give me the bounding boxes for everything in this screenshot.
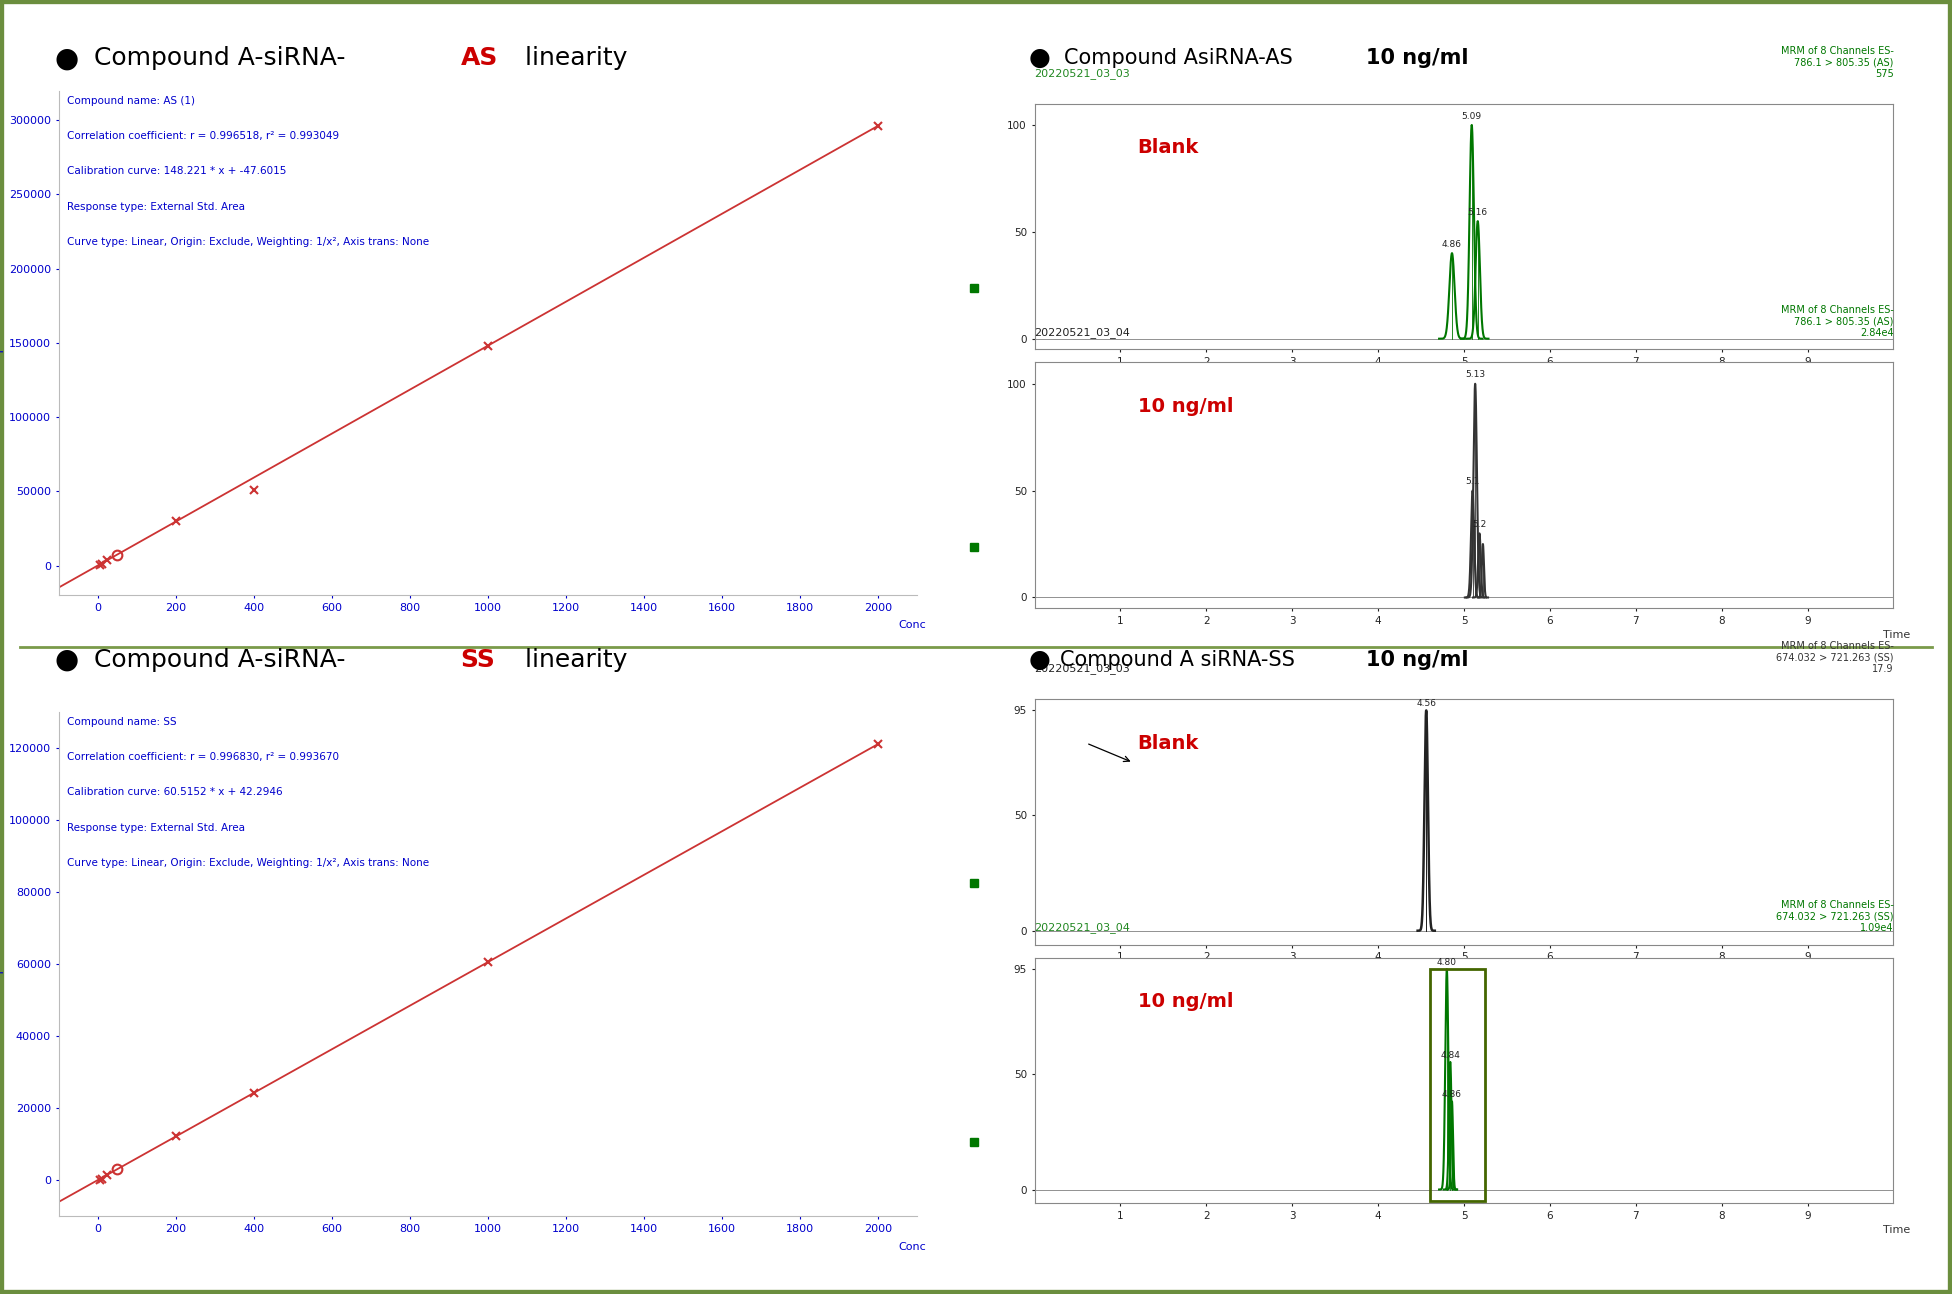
Text: 4.56: 4.56 <box>1417 699 1437 708</box>
Text: Correlation coefficient: r = 0.996518, r² = 0.993049: Correlation coefficient: r = 0.996518, r… <box>66 131 340 141</box>
Text: 4.86: 4.86 <box>1443 239 1462 248</box>
Text: Compound A-siRNA-: Compound A-siRNA- <box>94 47 346 70</box>
Text: 20220521_03_03: 20220521_03_03 <box>1035 69 1130 79</box>
Text: 4.84: 4.84 <box>1441 1051 1460 1060</box>
Text: ●: ● <box>55 44 78 72</box>
Text: Blank: Blank <box>1138 734 1199 753</box>
Text: 20220521_03_04: 20220521_03_04 <box>1035 923 1130 933</box>
Text: 10 ng/ml: 10 ng/ml <box>1138 992 1234 1012</box>
Text: ●: ● <box>55 646 78 674</box>
Text: Correlation coefficient: r = 0.996830, r² = 0.993670: Correlation coefficient: r = 0.996830, r… <box>66 752 340 762</box>
Text: AS: AS <box>461 47 498 70</box>
Text: SS: SS <box>461 648 496 672</box>
Y-axis label: Response: Response <box>0 934 4 994</box>
Text: Compound AsiRNA-AS: Compound AsiRNA-AS <box>1064 48 1300 69</box>
Text: Calibration curve: 60.5152 * x + 42.2946: Calibration curve: 60.5152 * x + 42.2946 <box>66 787 283 797</box>
Text: MRM of 8 Channels ES-
786.1 > 805.35 (AS)
575: MRM of 8 Channels ES- 786.1 > 805.35 (AS… <box>1780 45 1893 79</box>
Y-axis label: Response: Response <box>0 313 4 373</box>
Text: Time: Time <box>1884 1225 1911 1234</box>
Text: MRM of 8 Channels ES-
786.1 > 805.35 (AS)
2.84e4: MRM of 8 Channels ES- 786.1 > 805.35 (AS… <box>1780 304 1893 338</box>
Text: 10 ng/ml: 10 ng/ml <box>1366 650 1470 670</box>
Text: 4.86: 4.86 <box>1443 1090 1462 1099</box>
Text: linearity: linearity <box>517 47 629 70</box>
Text: 5.1: 5.1 <box>1466 477 1480 487</box>
Text: Response type: External Std. Area: Response type: External Std. Area <box>66 823 246 833</box>
Text: 20220521_03_04: 20220521_03_04 <box>1035 327 1130 338</box>
Text: Curve type: Linear, Origin: Exclude, Weighting: 1/x², Axis trans: None: Curve type: Linear, Origin: Exclude, Wei… <box>66 237 429 247</box>
Text: 10 ng/ml: 10 ng/ml <box>1138 397 1234 417</box>
Text: ●: ● <box>1029 47 1050 70</box>
Text: Conc: Conc <box>898 620 925 630</box>
Text: Time: Time <box>1884 630 1911 639</box>
Text: ●: ● <box>1029 648 1050 672</box>
Text: 5.2: 5.2 <box>1472 520 1487 529</box>
Text: MRM of 8 Channels ES-
674.032 > 721.263 (SS)
1.09e4: MRM of 8 Channels ES- 674.032 > 721.263 … <box>1776 899 1893 933</box>
Text: 10 ng/ml: 10 ng/ml <box>1366 48 1470 69</box>
Text: Curve type: Linear, Origin: Exclude, Weighting: 1/x², Axis trans: None: Curve type: Linear, Origin: Exclude, Wei… <box>66 858 429 868</box>
Text: Compound name: SS: Compound name: SS <box>66 717 178 727</box>
Text: Response type: External Std. Area: Response type: External Std. Area <box>66 202 246 212</box>
Text: Compound A-siRNA-: Compound A-siRNA- <box>94 648 346 672</box>
Text: 5.09: 5.09 <box>1462 111 1482 120</box>
Text: 4.80: 4.80 <box>1437 958 1456 967</box>
Text: Compound A siRNA-SS: Compound A siRNA-SS <box>1060 650 1302 670</box>
Text: MRM of 8 Channels ES-
674.032 > 721.263 (SS)
17.9: MRM of 8 Channels ES- 674.032 > 721.263 … <box>1776 641 1893 674</box>
Text: 5.13: 5.13 <box>1466 370 1485 379</box>
Text: Calibration curve: 148.221 * x + -47.6015: Calibration curve: 148.221 * x + -47.601… <box>66 167 287 176</box>
Text: 20220521_03_03: 20220521_03_03 <box>1035 664 1130 674</box>
Text: 5.16: 5.16 <box>1468 208 1487 217</box>
Bar <box>1429 969 1485 1201</box>
Text: linearity: linearity <box>517 648 629 672</box>
Text: Blank: Blank <box>1138 138 1199 158</box>
Text: Conc: Conc <box>898 1242 925 1251</box>
Text: Compound name: AS (1): Compound name: AS (1) <box>66 96 195 106</box>
